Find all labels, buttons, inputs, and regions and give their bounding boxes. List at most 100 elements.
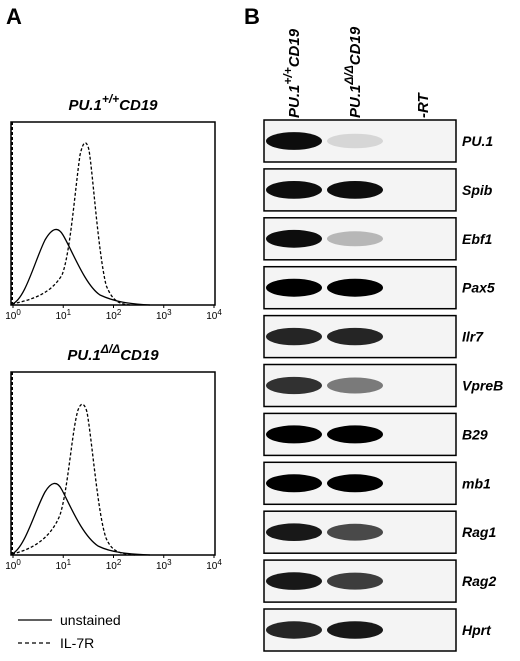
text-part: 10 (55, 311, 67, 322)
histogram (10, 121, 216, 306)
gel-band (327, 572, 383, 590)
plot-frame (10, 121, 216, 306)
gene-label: VpreB (462, 378, 503, 394)
x-tick-label: 102 (106, 558, 122, 573)
text-part: 10 (106, 311, 118, 322)
gene-label: Ilr7 (462, 329, 484, 345)
gel-band (327, 231, 383, 247)
gene-label: Ebf1 (462, 231, 493, 247)
gel-row: Ilr7 (263, 314, 484, 359)
gene-label: Hprt (462, 622, 492, 638)
text-part: 10 (156, 561, 168, 572)
text-part: 3 (167, 308, 172, 317)
legend-label: unstained (60, 612, 121, 628)
gene-label: B29 (462, 426, 488, 442)
gel-row: VpreB (263, 363, 503, 408)
gel-row: Spib (263, 168, 493, 212)
x-tick-label: 103 (156, 558, 172, 573)
text-part: 10 (5, 561, 17, 572)
text-part: 0 (16, 558, 21, 567)
gel-band (266, 425, 322, 444)
text-part: PU.1 (286, 85, 303, 118)
gel-band (266, 376, 322, 395)
gel-row: B29 (263, 412, 488, 457)
text-part: PU.1 (67, 347, 100, 364)
gel-row: Rag1 (263, 510, 496, 554)
gene-label: Rag1 (462, 524, 496, 540)
gel-band (266, 572, 322, 590)
gel-band (266, 132, 322, 150)
legend-label: IL-7R (60, 635, 94, 651)
histogram (10, 371, 216, 556)
text-part: +/+ (102, 92, 119, 106)
gel-band (327, 621, 383, 639)
x-tick-label: 100 (5, 308, 21, 323)
lane-header: -RT (415, 91, 432, 118)
text-part: 10 (5, 311, 17, 322)
gel-frame (263, 119, 457, 163)
x-tick-label: 101 (55, 558, 71, 573)
gel-band (327, 327, 383, 346)
x-tick-label: 102 (106, 308, 122, 323)
gel-band (266, 327, 322, 346)
il7r-curve (11, 403, 136, 556)
text-part: 1 (67, 558, 72, 567)
text-part: PU.1 (347, 85, 364, 118)
text-part: 10 (106, 561, 118, 572)
gene-label: Spib (462, 182, 493, 198)
gel-row: Pax5 (263, 265, 495, 310)
gel-band (266, 181, 322, 199)
x-tick-label: 101 (55, 308, 71, 323)
text-part: 10 (156, 311, 168, 322)
plot-frame (10, 371, 216, 556)
unstained-curve (11, 482, 151, 556)
x-tick-label: 100 (5, 558, 21, 573)
gel-row: PU.1 (263, 119, 493, 163)
gel-band (327, 181, 383, 199)
il7r-curve (11, 142, 131, 306)
text-part: CD19 (347, 26, 364, 65)
gel-band (327, 474, 383, 493)
gel-band (266, 523, 322, 541)
x-tick-label: 103 (156, 308, 172, 323)
lane-header: PU.1Δ/ΔCD19 (342, 26, 364, 118)
panel-label: A (6, 4, 22, 29)
text-part: 10 (206, 561, 218, 572)
plot-title: PU.1Δ/ΔCD19 (67, 342, 159, 364)
gel-band (266, 474, 322, 493)
text-part: 0 (16, 308, 21, 317)
text-part: 2 (117, 558, 122, 567)
text-part: Δ/Δ (342, 65, 356, 85)
gel-band (327, 377, 383, 394)
text-part: 10 (55, 561, 67, 572)
text-part: +/+ (281, 67, 295, 84)
text-part: 2 (117, 308, 122, 317)
lane-header: PU.1+/+CD19 (281, 28, 303, 118)
gel-band (327, 523, 383, 541)
text-part: 4 (217, 558, 222, 567)
gel-row: Rag2 (263, 559, 496, 603)
gene-label: PU.1 (462, 133, 493, 149)
gel-row: Ebf1 (263, 217, 493, 261)
gel-band (266, 229, 322, 248)
text-part: CD19 (119, 97, 158, 114)
text-part: CD19 (286, 28, 303, 67)
gel-row: Hprt (263, 608, 492, 652)
gel-row: mb1 (263, 461, 491, 506)
text-part: CD19 (120, 347, 159, 364)
gel-band (327, 133, 383, 149)
x-tick-label: 104 (206, 558, 222, 573)
text-part: 4 (217, 308, 222, 317)
text-part: 10 (206, 311, 218, 322)
gel-band (327, 425, 383, 444)
text-part: 3 (167, 558, 172, 567)
plot-title: PU.1+/+CD19 (68, 92, 158, 114)
panel-label: B (244, 4, 260, 29)
gel-band (327, 278, 383, 297)
text-part: 1 (67, 308, 72, 317)
gel-band (266, 621, 322, 639)
gene-label: Pax5 (462, 280, 495, 296)
gel-band (266, 278, 322, 297)
text-part: PU.1 (68, 97, 101, 114)
